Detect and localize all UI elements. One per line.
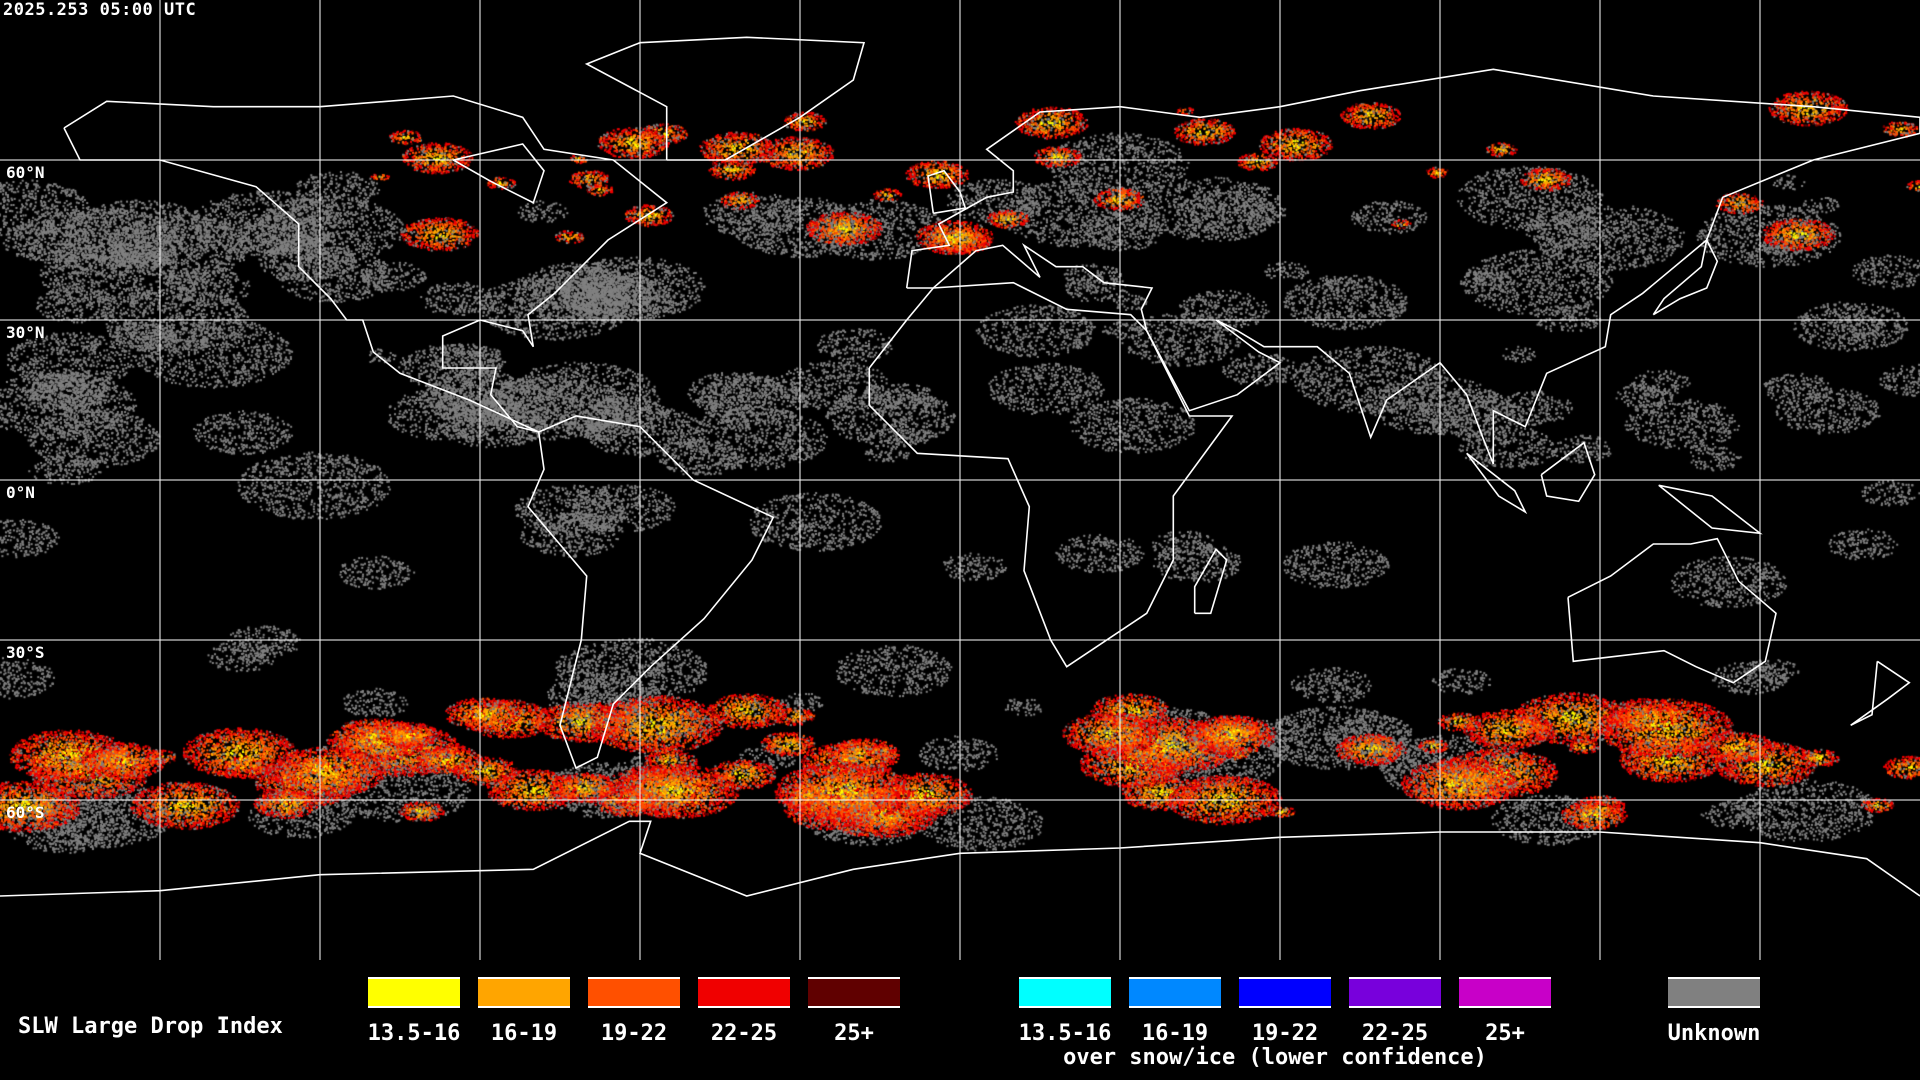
lat-label-30s: 30°S: [6, 643, 45, 662]
legend-title: SLW Large Drop Index: [18, 1014, 283, 1039]
legend: [0, 960, 1920, 1080]
coastline-new-zealand: [1850, 660, 1911, 727]
legend-item: 19-22: [579, 977, 689, 1046]
coastline-borneo: [1540, 441, 1596, 503]
color-swatch: [698, 977, 790, 1008]
legend-item-unknown: Unknown: [1659, 977, 1769, 1046]
coastline-eurasia: [905, 68, 1920, 465]
lat-label-60s: 60°S: [6, 803, 45, 822]
coastline-north-america: [63, 95, 669, 433]
color-swatch: [1349, 977, 1441, 1008]
coastline-antarctica: [0, 820, 1920, 897]
legend-item: 25+: [799, 977, 909, 1046]
coastline-sumatra: [1466, 452, 1528, 515]
lat-label-60n: 60°N: [6, 163, 45, 182]
color-swatch: [1129, 977, 1221, 1008]
lat-label-0n: 0°N: [6, 483, 35, 502]
timestamp: 2025.253 05:00 UTC: [3, 0, 197, 20]
swatch-label: 22-25: [1361, 1021, 1429, 1046]
color-swatch: [808, 977, 900, 1008]
color-swatch: [478, 977, 570, 1008]
coastlines-and-grid: [0, 0, 1920, 960]
legend-item-snow: 19-22: [1230, 977, 1340, 1046]
lat-label-30n: 30°N: [6, 323, 45, 342]
world-map: [0, 0, 1920, 960]
color-swatch: [1019, 977, 1111, 1008]
swatch-label: 25+: [1485, 1021, 1525, 1046]
color-swatch: [1459, 977, 1551, 1008]
legend-item: 13.5-16: [359, 977, 469, 1046]
legend-item-snow: 16-19: [1120, 977, 1230, 1046]
coastline-africa: [868, 281, 1234, 668]
coastline-hudson-bay: [452, 143, 545, 204]
legend-item-snow: 22-25: [1340, 977, 1450, 1046]
swatch-label: Unknown: [1667, 1021, 1761, 1046]
coastline-greenland: [584, 36, 866, 161]
legend-item: 22-25: [689, 977, 799, 1046]
color-swatch: [588, 977, 680, 1008]
color-swatch: [368, 977, 460, 1008]
swatch-label: 16-19: [1141, 1021, 1209, 1046]
snow-note: over snow/ice (lower confidence): [1063, 1045, 1487, 1070]
legend-item-snow: 25+: [1450, 977, 1560, 1046]
coastline-australia: [1567, 537, 1777, 684]
swatch-label: 19-22: [1251, 1021, 1319, 1046]
legend-item: 16-19: [469, 977, 579, 1046]
coastline-south-america: [527, 415, 775, 770]
swatch-label: 13.5-16: [1018, 1021, 1112, 1046]
swatch-label: 19-22: [600, 1021, 668, 1046]
legend-item-snow: 13.5-16: [1010, 977, 1120, 1046]
coastline-japan: [1652, 237, 1719, 316]
swatch-label: 22-25: [710, 1021, 778, 1046]
color-swatch: [1239, 977, 1331, 1008]
swatch-label: 25+: [834, 1021, 874, 1046]
swatch-label: 13.5-16: [367, 1021, 461, 1046]
color-swatch: [1668, 977, 1760, 1008]
coastline-new-guinea: [1658, 484, 1763, 535]
coastline-madagascar: [1193, 547, 1228, 615]
swatch-label: 16-19: [490, 1021, 558, 1046]
